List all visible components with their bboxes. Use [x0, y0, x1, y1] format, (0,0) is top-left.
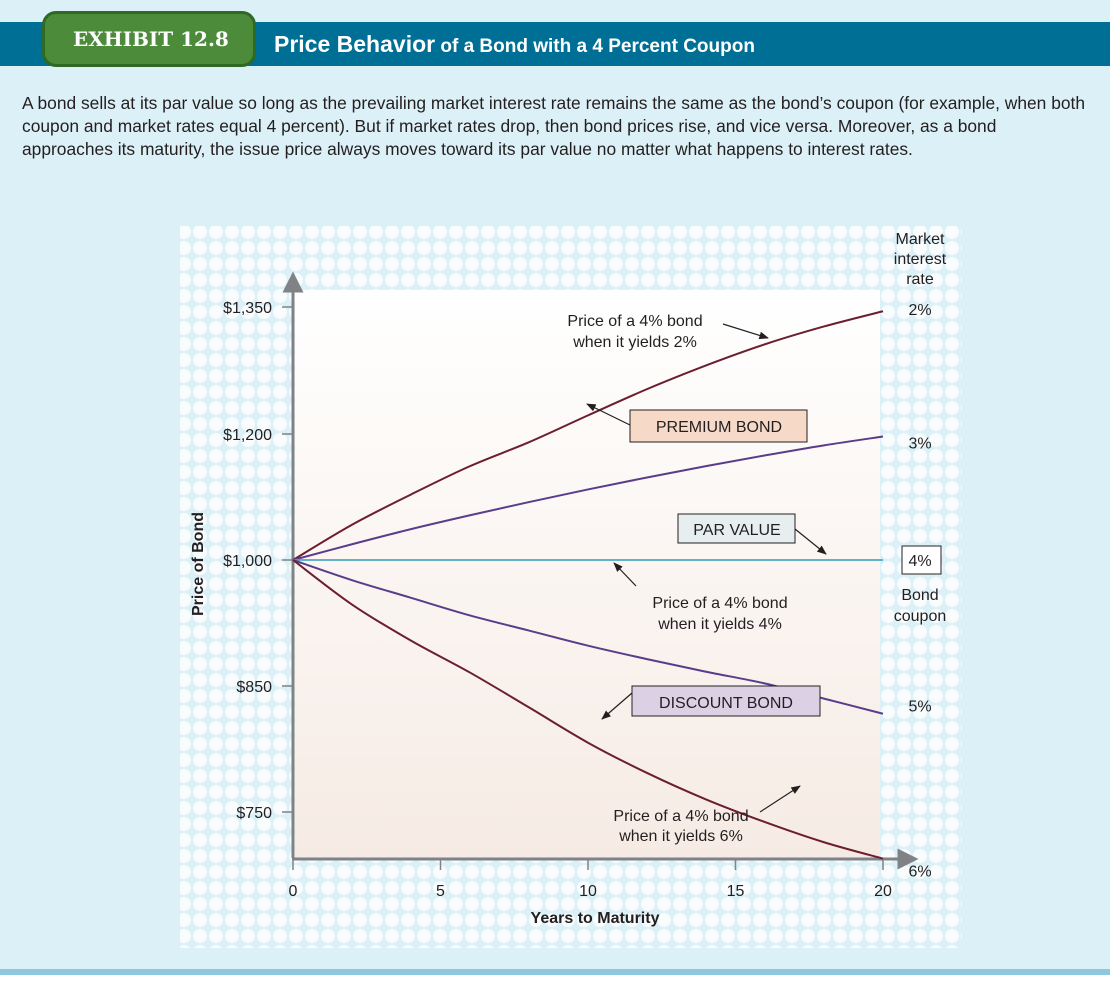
exhibit-title-main: Price Behavior: [274, 31, 436, 57]
rate-label-4-pct: 4%: [908, 553, 931, 570]
yield2-caption-line-1: Price of a 4% bond: [567, 313, 702, 330]
coupon-rate-box: [901, 545, 942, 575]
premium-bond-rect: [629, 409, 808, 443]
rate-label-2-pct: 2%: [908, 302, 931, 319]
discount-bond-box: DISCOUNT BOND: [631, 685, 821, 717]
premium-bond-label: PREMIUM BOND: [656, 419, 782, 436]
y-tick-label: $850: [236, 679, 272, 696]
market-rate-header-line-1: Market: [896, 231, 945, 248]
rate-labels: 2% 3% 4% 5% 6%: [901, 302, 942, 881]
market-rate-header-line-2: interest: [894, 251, 947, 268]
yield2-arrow: [722, 323, 769, 340]
par-value-arrow: [794, 528, 827, 555]
yield4-caption-line-2: when it yields 4%: [657, 616, 782, 633]
discount-bond-label: DISCOUNT BOND: [659, 695, 793, 712]
y-ticks: $1,350 $1,200 $1,000 $850 $750: [223, 300, 293, 822]
rate-label-5-pct: 5%: [908, 699, 931, 716]
yield4-arrow: [613, 562, 637, 587]
par-value-rect: [677, 513, 796, 544]
series-line-3-pct: [292, 435, 884, 561]
par-value-label: PAR VALUE: [693, 522, 780, 539]
exhibit-title-rest: of a Bond with a 4 Percent Coupon: [435, 36, 755, 57]
series-line-6-pct: [292, 559, 884, 860]
premium-bond-arrow: [586, 403, 631, 426]
x-ticks: 0 5 10 15 20: [289, 859, 892, 900]
annotation-arrows: [586, 323, 827, 813]
yield4-caption-line-1: Price of a 4% bond: [652, 595, 787, 612]
exhibit-number-tag: EXHIBIT 12.8: [42, 11, 256, 67]
y-tick-label: $1,000: [223, 553, 272, 570]
plot-area: [295, 290, 880, 860]
yield6-arrow: [759, 785, 801, 813]
rate-label-3-pct: 3%: [908, 436, 931, 453]
yield6-caption-line-2: when it yields 6%: [618, 828, 743, 845]
premium-bond-box: PREMIUM BOND: [629, 409, 808, 443]
y-tick-label: $750: [236, 805, 272, 822]
exhibit-description: A bond sells at its par value so long as…: [22, 93, 1086, 159]
par-value-box: PAR VALUE: [677, 513, 796, 544]
y-axis-label: Price of Bond: [190, 512, 207, 616]
rate-label-6-pct: 6%: [908, 864, 931, 881]
series-line-2-pct: [292, 310, 884, 561]
y-tick-label: $1,200: [223, 427, 272, 444]
x-tick-label: 5: [436, 883, 445, 900]
x-tick-label: 15: [727, 883, 745, 900]
x-axis-label: Years to Maturity: [531, 910, 660, 927]
x-tick-label: 0: [289, 883, 298, 900]
x-tick-label: 10: [579, 883, 597, 900]
x-tick-label: 20: [874, 883, 892, 900]
bottom-rule: [0, 969, 1110, 975]
market-rate-header-line-3: rate: [906, 271, 934, 288]
axes: [282, 271, 919, 870]
discount-bond-rect: [631, 685, 821, 717]
bond-coupon-label-line-2: coupon: [894, 608, 947, 625]
discount-bond-arrow: [601, 692, 633, 720]
exhibit-title: Price Behavior of a Bond with a 4 Percen…: [274, 22, 755, 66]
bond-coupon-label-line-1: Bond: [901, 587, 938, 604]
yield2-caption-line-2: when it yields 2%: [572, 334, 697, 351]
y-tick-label: $1,350: [223, 300, 272, 317]
yield6-caption-line-1: Price of a 4% bond: [613, 808, 748, 825]
